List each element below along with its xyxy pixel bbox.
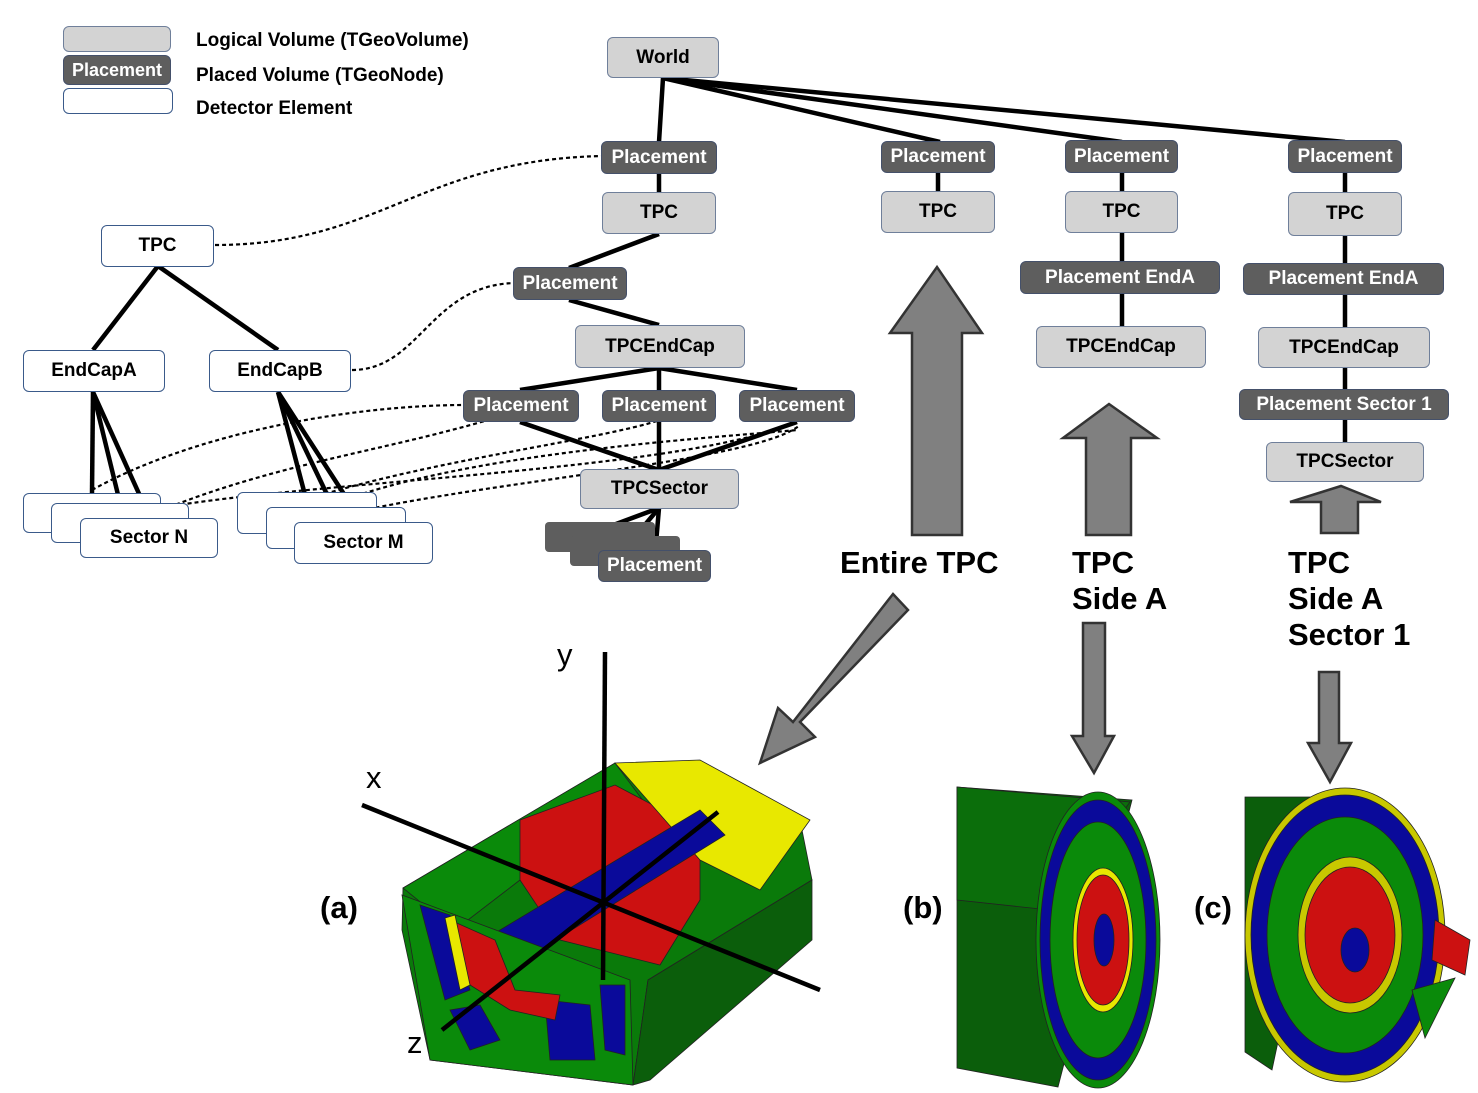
detector-sector-n: Sector N bbox=[80, 518, 218, 558]
big-arrows bbox=[757, 264, 1382, 785]
caption-sector1-line3: Sector 1 bbox=[1288, 617, 1411, 652]
detector-tpc: TPC bbox=[101, 225, 214, 267]
view-b-tpc-endcap: TPCEndCap bbox=[1036, 326, 1206, 368]
caption-sector1-line2: Side A bbox=[1288, 581, 1384, 616]
diagonal-arrow-a bbox=[757, 592, 910, 766]
up-arrow-sector bbox=[1289, 484, 1382, 535]
view-c-placement-end-a: Placement EndA bbox=[1243, 263, 1444, 295]
view-c-tpc: TPC bbox=[1288, 192, 1402, 236]
geo-placement-row: Placement bbox=[598, 550, 711, 582]
legend-detector-swatch bbox=[63, 88, 173, 114]
geo-tpc: TPC bbox=[602, 192, 716, 234]
geo-placement-sector-1: Placement bbox=[463, 390, 579, 422]
view-c-placement-sector-1: Placement Sector 1 bbox=[1239, 389, 1449, 420]
detector-endcap-a: EndCapA bbox=[23, 350, 165, 392]
panel-label-b: (b) bbox=[903, 890, 943, 925]
panel-label-c: (c) bbox=[1194, 890, 1232, 925]
detector-endcap-b: EndCapB bbox=[209, 350, 351, 392]
view-b-placement-end-a: Placement EndA bbox=[1020, 261, 1220, 294]
geo-placement-sector-2: Placement bbox=[602, 390, 716, 422]
view-a-placement: Placement bbox=[881, 141, 995, 173]
view-b-placement: Placement bbox=[1065, 140, 1178, 173]
view-b-tpc: TPC bbox=[1065, 191, 1178, 233]
caption-entire-tpc: Entire TPC bbox=[840, 545, 999, 580]
legend-placement-swatch: Placement bbox=[63, 55, 171, 85]
axis-label-x: x bbox=[366, 760, 382, 795]
detector-tree-lines bbox=[89, 264, 364, 524]
legend-logical-label: Logical Volume (TGeoVolume) bbox=[196, 30, 469, 51]
geo-world: World bbox=[607, 37, 719, 78]
legend-placed-label: Placed Volume (TGeoNode) bbox=[196, 65, 444, 86]
view-c-tpc-endcap: TPCEndCap bbox=[1258, 327, 1430, 368]
geo-placement-sector-3: Placement bbox=[739, 390, 855, 422]
caption-sector1-line1: TPC bbox=[1288, 545, 1350, 580]
legend-detector-label: Detector Element bbox=[196, 98, 353, 119]
geo-tpc-sector: TPCSector bbox=[580, 469, 739, 509]
geo-placement-tpc: Placement bbox=[601, 141, 717, 174]
legend-logical-swatch bbox=[63, 26, 171, 52]
view-c-placement: Placement bbox=[1288, 140, 1402, 173]
caption-side-a-line1: TPC bbox=[1072, 545, 1134, 580]
up-arrow-side-a bbox=[1059, 402, 1161, 537]
tpc-render-b bbox=[956, 786, 1161, 1089]
down-arrow-sector bbox=[1305, 670, 1354, 785]
axis-label-z: z bbox=[407, 1025, 423, 1060]
view-a-tpc: TPC bbox=[881, 191, 995, 233]
geo-placement-endcap: Placement bbox=[513, 267, 627, 300]
view-c-tpc-sector: TPCSector bbox=[1266, 442, 1424, 482]
tpc-render-a bbox=[401, 759, 813, 1086]
caption-side-a-line2: Side A bbox=[1072, 581, 1168, 616]
tpc-render-c bbox=[1244, 787, 1471, 1083]
up-arrow-entire-tpc bbox=[887, 264, 985, 537]
axis-lines-a bbox=[361, 651, 821, 1032]
axis-label-y: y bbox=[557, 637, 573, 672]
panel-label-a: (a) bbox=[320, 890, 358, 925]
down-arrow-side-a bbox=[1069, 621, 1117, 776]
geo-tpc-endcap: TPCEndCap bbox=[575, 325, 745, 368]
detector-sector-m: Sector M bbox=[294, 522, 433, 564]
